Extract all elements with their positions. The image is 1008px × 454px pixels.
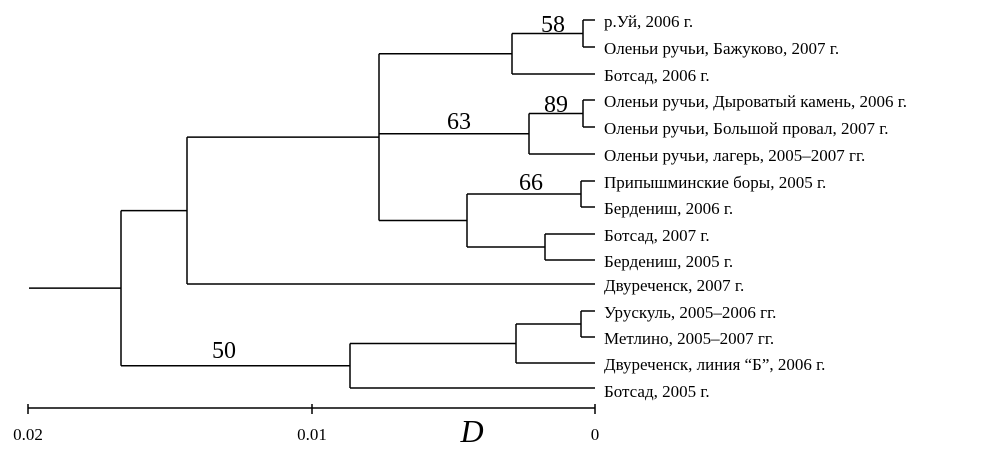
leaf-label-botsad-2007: Ботсад, 2007 г. <box>604 226 710 245</box>
leaf-label-berdenish-2006: Бердениш, 2006 г. <box>604 199 733 218</box>
leaf-label-olenyi-lager: Оленьи ручьи, лагерь, 2005–2007 гг. <box>604 146 865 165</box>
axis-tick-label-0: 0 <box>591 425 600 444</box>
leaf-label-ruy-2006: р.Уй, 2006 г. <box>604 12 693 31</box>
leaf-label-pripyshminskie-2005: Припышминские боры, 2005 г. <box>604 173 826 192</box>
axis-title: D <box>459 413 483 449</box>
bootstrap-label-63: 63 <box>447 109 471 135</box>
tree-edges <box>29 19 595 389</box>
leaf-label-dvurechensk-line-b-2006: Двуреченск, линия “Б”, 2006 г. <box>604 355 825 374</box>
leaf-label-berdenish-2005: Бердениш, 2005 г. <box>604 252 733 271</box>
leaf-label-olenyi-dyrovaty-2006: Оленьи ручьи, Дыроватый камень, 2006 г. <box>604 92 907 111</box>
bootstrap-label-50: 50 <box>212 338 236 364</box>
bootstrap-label-58: 58 <box>541 12 565 38</box>
distance-axis: 0.02 0.01 0 D <box>13 404 599 449</box>
leaf-label-olenyi-bolshoy-proval-2007: Оленьи ручьи, Большой провал, 2007 г. <box>604 119 889 138</box>
axis-tick-label-0.02: 0.02 <box>13 425 43 444</box>
leaf-label-uruskul: Урускуль, 2005–2006 гг. <box>604 303 776 322</box>
leaf-label-botsad-2006: Ботсад, 2006 г. <box>604 66 710 85</box>
axis-tick-label-0.01: 0.01 <box>297 425 327 444</box>
leaf-label-olenyi-bazhukovo-2007: Оленьи ручьи, Бажуково, 2007 г. <box>604 39 839 58</box>
leaf-label-botsad-2005: Ботсад, 2005 г. <box>604 382 710 401</box>
bootstrap-label-66: 66 <box>519 170 543 196</box>
leaf-label-dvurechensk-2007: Двуреченск, 2007 г. <box>604 276 744 295</box>
bootstrap-label-89: 89 <box>544 92 568 118</box>
leaf-label-metlino: Метлино, 2005–2007 гг. <box>604 329 774 348</box>
